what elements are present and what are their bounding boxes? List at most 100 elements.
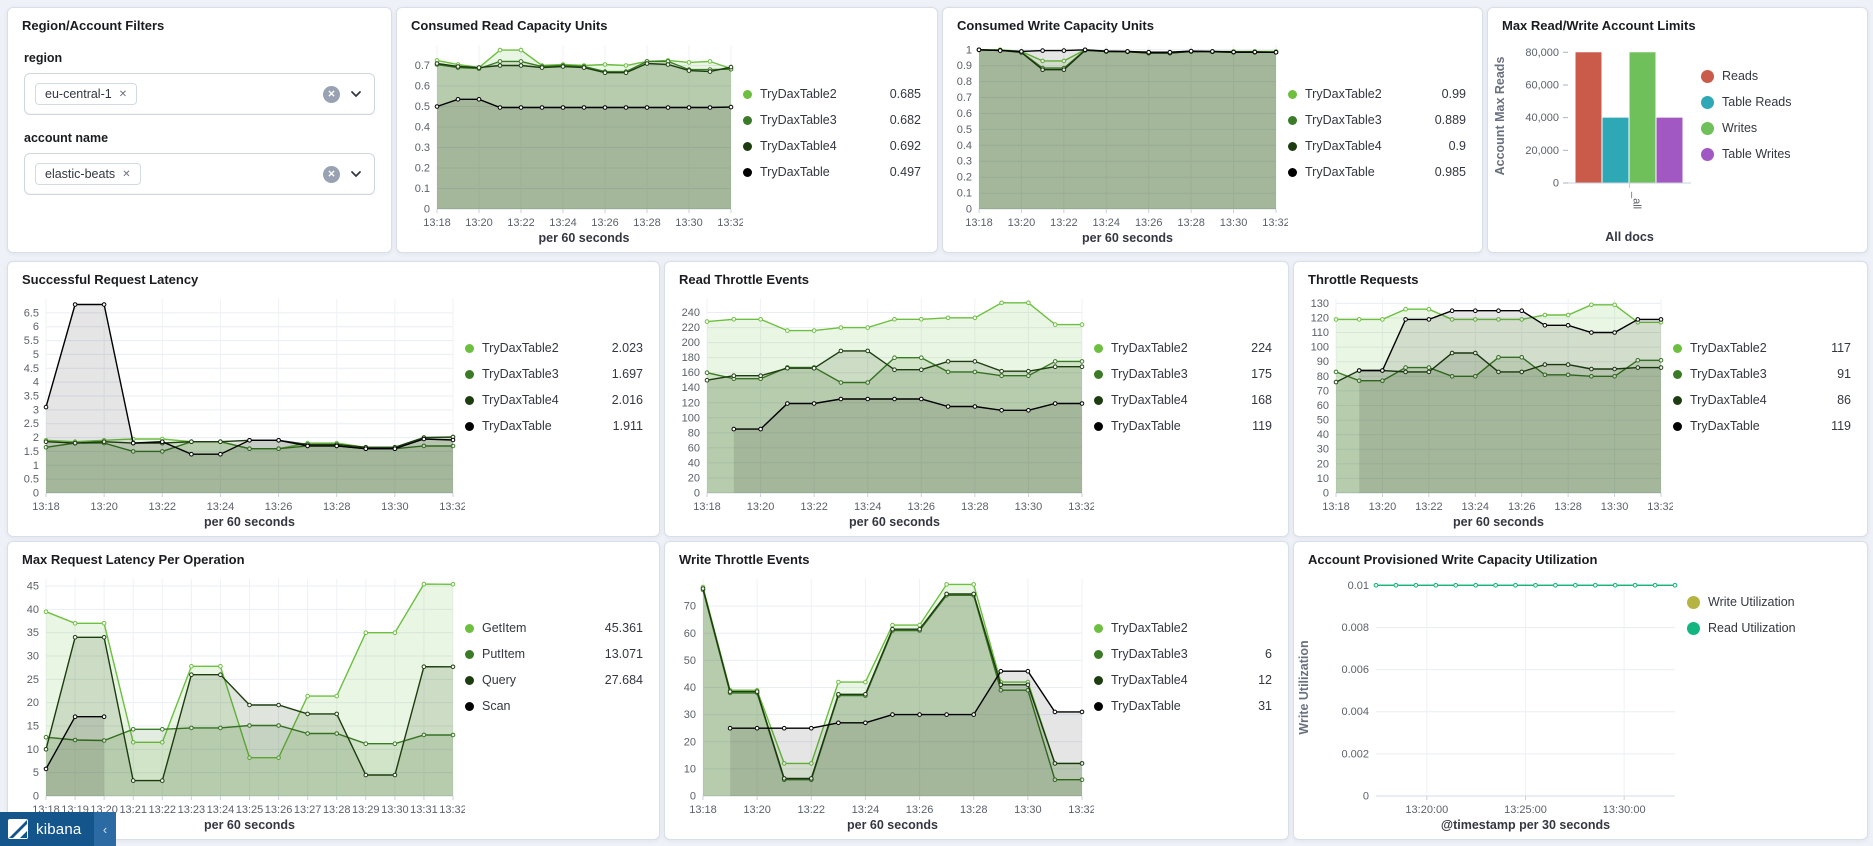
svg-text:13:21: 13:21	[119, 804, 147, 816]
svg-text:2: 2	[33, 432, 39, 444]
svg-text:4.5: 4.5	[24, 363, 39, 375]
legend-item-trydaxtable3[interactable]: TryDaxTable3 175	[1094, 367, 1272, 381]
svg-text:60: 60	[1317, 400, 1329, 412]
legend-item-trydaxtable3[interactable]: TryDaxTable3 0.889	[1288, 113, 1466, 127]
chart-legend: GetItem 45.361 PutItem 13.071 Query 27.684 Sca…	[465, 569, 659, 836]
account-name-pill[interactable]: elastic-beats ✕	[35, 163, 141, 185]
legend-item-trydaxtable[interactable]: TryDaxTable 0.497	[743, 165, 921, 179]
legend-item-write-utilization[interactable]: Write Utilization	[1687, 595, 1853, 609]
legend-item-query[interactable]: Query 27.684	[465, 673, 643, 687]
chevron-down-icon[interactable]	[348, 166, 364, 182]
svg-text:13:29: 13:29	[352, 804, 380, 816]
legend-item-trydaxtable2[interactable]: TryDaxTable2 2.023	[465, 341, 643, 355]
svg-text:6.5: 6.5	[24, 307, 39, 319]
legend-item-trydaxtable3[interactable]: TryDaxTable3 91	[1673, 367, 1851, 381]
legend-item-trydaxtable4[interactable]: TryDaxTable4 0.9	[1288, 139, 1466, 153]
account-name-combobox[interactable]: elastic-beats ✕ ✕	[24, 153, 375, 195]
legend-item-read-utilization[interactable]: Read Utilization	[1687, 621, 1853, 635]
legend-dot-icon	[743, 141, 752, 151]
svg-text:80: 80	[1317, 371, 1329, 383]
chart-canvas[interactable]: 0 0.1 0.2 0.3 0.4 0.5 0.6 0.7 13:18 13:20 13:22 13:…	[397, 35, 745, 249]
panel-title: Successful Request Latency	[22, 272, 199, 287]
max-request-latency-chart[interactable]: 0 5 10 15 20 25 30 35 40 45 13:18 13:19 13:20 13:21 13…	[8, 569, 467, 836]
svg-text:13:18: 13:18	[965, 217, 993, 229]
svg-text:@timestamp per 30 seconds: @timestamp per 30 seconds	[1441, 818, 1610, 832]
collapse-nav-button[interactable]: ‹	[94, 812, 116, 846]
svg-text:130: 130	[1311, 298, 1329, 310]
legend-item-trydaxtable4[interactable]: TryDaxTable4 2.016	[465, 393, 643, 407]
legend-dot-icon	[1094, 675, 1103, 685]
successful-request-latency-chart[interactable]: 0 0.5 1 1.5 2 2.5 3 3.5 4 4.5 5 5.5 6 6.5 13:18 13:20 13…	[8, 289, 467, 533]
legend-item-trydaxtable2[interactable]: TryDaxTable2 0.99	[1288, 87, 1466, 101]
region-combobox[interactable]: eu-central-1 ✕ ✕	[24, 73, 375, 115]
svg-text:0.4: 0.4	[415, 122, 430, 134]
svg-text:13:22: 13:22	[1415, 501, 1443, 513]
svg-text:13:24: 13:24	[207, 804, 235, 816]
clear-selection-icon[interactable]: ✕	[323, 85, 340, 103]
chart-canvas[interactable]: 0 10 20 30 40 50 60 70 13:18 13:20 13:22 13:24 13:26…	[665, 569, 1096, 836]
legend-item-trydaxtable[interactable]: TryDaxTable 0.985	[1288, 165, 1466, 179]
legend-item-trydaxtable2[interactable]: TryDaxTable2 0.685	[743, 87, 921, 101]
chart-canvas[interactable]: 0 20 40 60 80 100 120 140 160 180 200 220 240 13:18 13…	[665, 289, 1096, 533]
legend-item-table-reads[interactable]: Table Reads	[1701, 95, 1853, 109]
region-pill[interactable]: eu-central-1 ✕	[35, 83, 138, 105]
svg-text:13:20: 13:20	[1008, 217, 1036, 229]
legend-item-trydaxtable2[interactable]: TryDaxTable2	[1094, 621, 1272, 635]
legend-item-getitem[interactable]: GetItem 45.361	[465, 621, 643, 635]
svg-text:80,000: 80,000	[1525, 47, 1559, 59]
svg-text:13:31: 13:31	[410, 804, 438, 816]
legend-item-trydaxtable4[interactable]: TryDaxTable4 0.692	[743, 139, 921, 153]
chart-canvas[interactable]: 0 0.1 0.2 0.3 0.4 0.5 0.6 0.7 0.8 0.9 1 13:18 13:20 1…	[943, 35, 1290, 249]
consumed-read-capacity-chart[interactable]: 0 0.1 0.2 0.3 0.4 0.5 0.6 0.7 13:18 13:20 13:22 13:…	[397, 35, 745, 249]
legend-item-trydaxtable3[interactable]: TryDaxTable3 6	[1094, 647, 1272, 661]
legend-item-trydaxtable[interactable]: TryDaxTable 31	[1094, 699, 1272, 713]
svg-text:3.5: 3.5	[24, 391, 39, 403]
legend-item-putitem[interactable]: PutItem 13.071	[465, 647, 643, 661]
clear-selection-icon[interactable]: ✕	[323, 165, 340, 183]
svg-text:per 60 seconds: per 60 seconds	[204, 515, 295, 529]
legend-item-trydaxtable3[interactable]: TryDaxTable3 1.697	[465, 367, 643, 381]
legend-dot-icon	[1673, 395, 1682, 405]
chart-canvas[interactable]: 0 10 20 30 40 50 60 70 80 90 100 110 120 130 13:18 13:2…	[1294, 289, 1675, 533]
legend-item-trydaxtable4[interactable]: TryDaxTable4 86	[1673, 393, 1851, 407]
chart-canvas[interactable]: 0 0.5 1 1.5 2 2.5 33.5 4 4.5 5 5.5 6 6.5 13:18 13:20 13…	[8, 289, 467, 533]
legend-item-table-writes[interactable]: Table Writes	[1701, 147, 1853, 161]
legend-series-value: 0.985	[1434, 165, 1466, 179]
chart-canvas[interactable]: Account Max Reads 0 20,000 40,000 60,000 80,0…	[1488, 35, 1701, 249]
throttle-requests-chart[interactable]: 0 10 20 30 40 50 60 70 80 90 100 110 120 130 13:18 13:2…	[1294, 289, 1675, 533]
svg-text:0.006: 0.006	[1341, 664, 1369, 676]
svg-text:0.01: 0.01	[1348, 580, 1369, 592]
svg-text:0.2: 0.2	[957, 172, 972, 184]
legend-dot-icon	[1701, 147, 1714, 161]
write-capacity-utilization-chart[interactable]: Write Utilization 0 0.002 0.004 0.006 0.008 0.…	[1294, 569, 1687, 836]
svg-text:180: 180	[682, 352, 700, 364]
legend-series-value: 13.071	[604, 647, 643, 661]
chevron-down-icon[interactable]	[348, 86, 364, 102]
svg-text:per 60 seconds: per 60 seconds	[1453, 515, 1544, 529]
legend-dot-icon	[465, 649, 474, 659]
legend-item-trydaxtable[interactable]: TryDaxTable 119	[1094, 419, 1272, 433]
read-throttle-events-chart[interactable]: 0 20 40 60 80 100 120 140 160 180 200 220 240 13:18 13…	[665, 289, 1096, 533]
legend-item-trydaxtable[interactable]: TryDaxTable 119	[1673, 419, 1851, 433]
legend-item-reads[interactable]: Reads	[1701, 69, 1853, 83]
legend-dot-icon	[1094, 649, 1103, 659]
legend-item-trydaxtable3[interactable]: TryDaxTable3 0.682	[743, 113, 921, 127]
svg-text:50: 50	[684, 655, 696, 667]
max-limits-bar-chart[interactable]: Account Max Reads 0 20,000 40,000 60,000 80,0…	[1488, 35, 1701, 249]
legend-item-trydaxtable2[interactable]: TryDaxTable2 224	[1094, 341, 1272, 355]
chart-canvas[interactable]: Write Utilization 0 0.002 0.004 0.006 0.008 0.…	[1294, 569, 1687, 836]
svg-text:0.7: 0.7	[415, 60, 430, 72]
legend-item-scan[interactable]: Scan	[465, 699, 643, 713]
write-throttle-events-chart[interactable]: 0 10 20 30 40 50 60 70 13:18 13:20 13:22 13:24 13:26…	[665, 569, 1096, 836]
legend-item-trydaxtable[interactable]: TryDaxTable 1.911	[465, 419, 643, 433]
consumed-write-capacity-chart[interactable]: 0 0.1 0.2 0.3 0.4 0.5 0.6 0.7 0.8 0.9 1 13:18 13:20 1…	[943, 35, 1290, 249]
remove-pill-icon[interactable]: ✕	[118, 88, 128, 100]
legend-item-trydaxtable4[interactable]: TryDaxTable4 12	[1094, 673, 1272, 687]
svg-text:25: 25	[27, 674, 39, 686]
legend-item-trydaxtable2[interactable]: TryDaxTable2 117	[1673, 341, 1851, 355]
remove-pill-icon[interactable]: ✕	[122, 168, 131, 180]
legend-item-writes[interactable]: Writes	[1701, 121, 1853, 135]
legend-item-trydaxtable4[interactable]: TryDaxTable4 168	[1094, 393, 1272, 407]
svg-text:20: 20	[684, 736, 696, 748]
